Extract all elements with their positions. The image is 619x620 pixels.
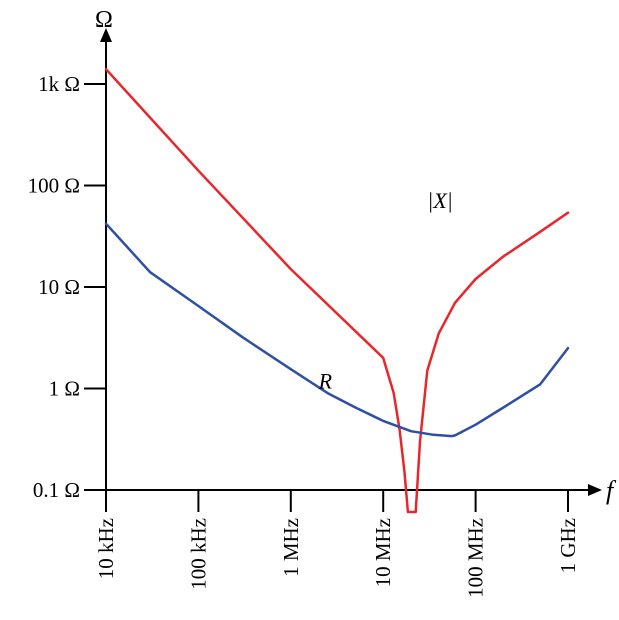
resistance-line bbox=[104, 222, 570, 438]
y-tick-label: 10 Ω bbox=[38, 275, 80, 299]
x-axis-title: f bbox=[606, 476, 617, 505]
x-tick-label: 10 MHz bbox=[371, 518, 395, 587]
annotation-layer: |X| R bbox=[318, 188, 453, 393]
x-tick-label: 10 kHz bbox=[94, 518, 118, 579]
series-layer bbox=[104, 67, 570, 514]
y-tick-label: 100 Ω bbox=[28, 174, 80, 198]
x-tick-label: 100 MHz bbox=[464, 518, 488, 598]
y-ticks: 0.1 Ω 1 Ω 10 Ω 100 Ω 1k Ω bbox=[28, 72, 106, 502]
y-axis-title: Ω bbox=[95, 7, 113, 33]
x-ticks: 10 kHz 100 kHz 1 MHz 10 MHz 100 MHz 1 GHz bbox=[94, 490, 580, 598]
reactance-line bbox=[104, 67, 570, 514]
x-tick-label: 100 kHz bbox=[186, 518, 210, 590]
y-tick-label: 1k Ω bbox=[38, 72, 80, 96]
y-tick-label: 0.1 Ω bbox=[33, 478, 80, 502]
reactance-label: |X| bbox=[427, 188, 453, 213]
x-tick-label: 1 MHz bbox=[279, 518, 303, 577]
x-tick-label: 1 GHz bbox=[556, 518, 580, 573]
y-tick-label: 1 Ω bbox=[49, 377, 80, 401]
resistance-label: R bbox=[318, 369, 333, 394]
axes: Ωf bbox=[95, 7, 617, 505]
